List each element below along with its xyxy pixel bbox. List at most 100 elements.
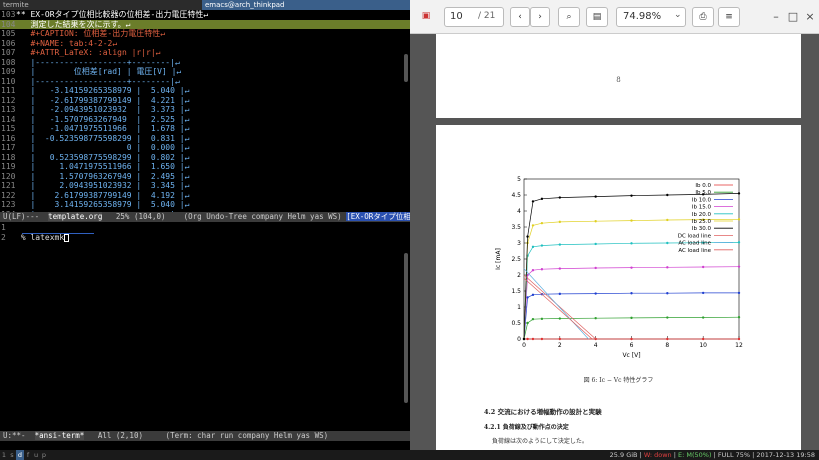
editor-line[interactable]: 116 | -0.523598775598299 | 0.831 |↵ <box>0 134 410 144</box>
editor-line[interactable]: 107 #+ATTR_LaTeX: :align |r|r|↵ <box>0 48 410 58</box>
line-text: |-------------------+--------|↵ <box>16 76 180 86</box>
line-text: | 2.0943951023932 | 3.345 |↵ <box>16 181 190 190</box>
data-point <box>531 293 535 297</box>
terminal-scrollbar[interactable] <box>404 253 408 403</box>
page-number-input[interactable]: 10 <box>444 7 504 27</box>
editor-line[interactable]: 105 #+CAPTION: 位相差-出力電圧特性↵ <box>0 29 410 39</box>
pdf-canvas[interactable]: 8 0 2 4 6 8 10 12 0 0.5 1 1.5 2 2.5 3 3.5 4 4.5 5 Vc [V] Ic… <box>410 34 819 450</box>
sidebar-toggle-icon[interactable]: ▤ <box>586 7 608 27</box>
data-point <box>701 265 705 269</box>
line-number: 121 <box>1 181 16 190</box>
emacs-window[interactable]: 103** EX-ORタイプ位相比較器の位相差-出力電圧特性↵ 104 測定した結… <box>0 10 410 450</box>
series-line <box>523 274 596 340</box>
editor-line[interactable]: 118 | 0.523598775598299 | 0.802 |↵ <box>0 153 410 163</box>
y-tick-label: 4 <box>517 208 521 215</box>
previous-page-button[interactable]: ‹ <box>510 7 530 27</box>
line-number: 116 <box>1 133 16 143</box>
editor-line[interactable]: 108 |-------------------+--------|↵ <box>0 58 410 68</box>
hamburger-menu-icon[interactable]: ≡ <box>718 7 740 27</box>
line-text: | -2.61799387799149 | 4.221 |↵ <box>16 95 190 105</box>
editor-line[interactable]: 110 |-------------------+--------|↵ <box>0 77 410 87</box>
data-point <box>630 219 633 222</box>
series-line <box>523 266 740 340</box>
editor-line[interactable]: 115 | -1.0471975511966 | 1.678 |↵ <box>0 124 410 134</box>
x-axis-label: Vc [V] <box>622 352 640 359</box>
data-point <box>558 243 562 246</box>
editor-line[interactable]: 106 #+NAME: tab:4-2-2↵ <box>0 39 410 49</box>
series-line <box>523 292 739 340</box>
editor-line[interactable]: 109 | 位相差[rad] | 電圧[V] |↵ <box>0 67 410 77</box>
data-point <box>594 195 597 198</box>
emacs-titlebar[interactable]: emacs@arch_thinkpad <box>202 0 410 10</box>
disk-status: 25.9 GiB <box>609 451 638 459</box>
data-point <box>540 268 544 271</box>
terminal-line[interactable]: 2 % latexmk <box>0 233 410 243</box>
save-icon[interactable]: ⎙ <box>692 7 714 27</box>
line-number: 110 <box>1 76 16 86</box>
workspace-button[interactable]: p <box>41 451 47 459</box>
modeline-buffer-name[interactable]: template.org <box>48 212 103 221</box>
next-page-button[interactable]: › <box>530 7 550 27</box>
data-point <box>666 316 669 319</box>
clock: 2017-12-13 19:58 <box>756 451 815 459</box>
data-point <box>531 224 535 227</box>
workspace-button[interactable]: u <box>33 451 39 459</box>
editor-line[interactable]: 122 | 2.61799387799149 | 4.192 |↵ <box>0 191 410 201</box>
editor-line[interactable]: 103** EX-ORタイプ位相比較器の位相差-出力電圧特性↵ <box>0 10 410 20</box>
editor-line[interactable]: 117 | 0 | 0.000 |↵ <box>0 143 410 153</box>
editor-line[interactable]: 119 | 1.0471975511966 | 1.650 |↵ <box>0 162 410 172</box>
data-point <box>531 269 535 272</box>
terminal-modeline: U:**- *ansi-term* All (2,10) (Term: char… <box>0 431 410 441</box>
line-text: | 0.523598775598299 | 0.802 |↵ <box>16 152 190 162</box>
y-tick-label: 3.5 <box>511 224 521 231</box>
editor-line[interactable]: 121 | 2.0943951023932 | 3.345 |↵ <box>0 181 410 191</box>
terminal-line[interactable]: 1 <box>0 223 410 233</box>
data-point <box>630 266 633 269</box>
line-text: | 0 | 0.000 |↵ <box>16 143 190 152</box>
editor-line[interactable]: 104 測定した結果を次に示す。↵ <box>0 19 410 29</box>
editor-line[interactable]: 120 | 1.5707963267949 | 2.495 |↵ <box>0 172 410 182</box>
editor-line[interactable]: 111 | -3.14159265358979 | 5.040 |↵ <box>0 86 410 96</box>
document-icon: ▣ <box>421 11 431 21</box>
minimize-icon[interactable]: – <box>773 10 779 23</box>
editor-line[interactable]: 112 | -2.61799387799149 | 4.221 |↵ <box>0 96 410 106</box>
pdf-viewer[interactable]: ▣ 10 / 21 ‹ › ⌕ ▤ 74.98% ⌄ ⎙ ≡ – □ × 8 0… <box>410 0 819 450</box>
data-point <box>526 235 529 238</box>
y-tick-label: 1 <box>517 304 521 311</box>
editor-line[interactable]: 114 | -1.5707963267949 | 2.525 |↵ <box>0 115 410 125</box>
zoom-select[interactable]: 74.98% <box>616 7 686 27</box>
data-point <box>737 291 741 295</box>
divider <box>22 233 94 234</box>
search-icon[interactable]: ⌕ <box>558 7 580 27</box>
line-text: #+NAME: tab:4-2-2↵ <box>16 38 118 48</box>
modeline-status: All (2,10) (Term: char run company Helm … <box>84 431 329 440</box>
legend-label: DC load line <box>678 233 712 239</box>
data-point <box>522 337 526 341</box>
workspace-button[interactable]: 1 <box>1 451 7 459</box>
workspace-button[interactable]: d <box>16 450 24 460</box>
line-text: #+CAPTION: 位相差-出力電圧特性↵ <box>16 29 166 38</box>
editor-pane[interactable]: 103** EX-ORタイプ位相比較器の位相差-出力電圧特性↵ 104 測定した結… <box>0 10 410 219</box>
maximize-icon[interactable]: □ <box>787 10 799 23</box>
x-tick-label: 12 <box>735 342 743 349</box>
workspace-button[interactable]: f <box>26 451 30 459</box>
line-number: 105 <box>1 29 16 38</box>
data-point <box>666 241 669 245</box>
data-point <box>701 337 705 341</box>
pdf-toolbar: ▣ 10 / 21 ‹ › ⌕ ▤ 74.98% ⌄ ⎙ ≡ – □ × <box>410 0 819 34</box>
line-number: 114 <box>1 114 16 124</box>
editor-scrollbar[interactable] <box>404 54 408 82</box>
modeline-prefix: U:**- <box>3 431 35 440</box>
editor-line[interactable]: 113 | -2.0943951023932 | 3.373 |↵ <box>0 105 410 115</box>
series-line <box>523 242 740 340</box>
modeline-buffer-name[interactable]: *ansi-term* <box>34 431 85 440</box>
workspace-button[interactable]: s <box>10 451 14 459</box>
data-point <box>531 245 535 249</box>
y-tick-label: 5 <box>517 176 521 183</box>
chevron-down-icon[interactable]: ⌄ <box>674 10 682 20</box>
close-icon[interactable]: × <box>805 10 815 23</box>
editor-line[interactable]: 123 | 3.14159265358979 | 5.040 |↵ <box>0 200 410 210</box>
line-number: 115 <box>1 124 16 133</box>
